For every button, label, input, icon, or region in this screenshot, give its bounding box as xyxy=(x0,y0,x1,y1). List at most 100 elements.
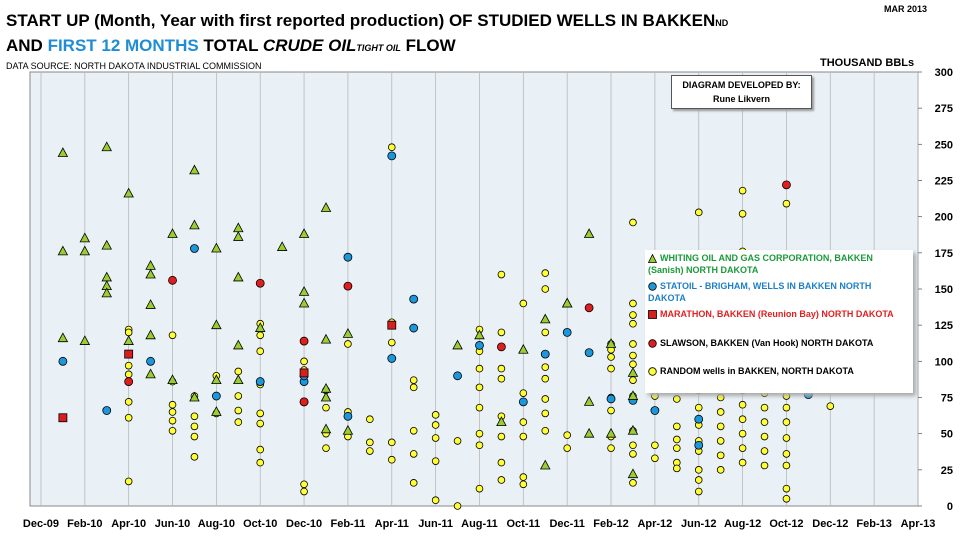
x-tick-label: Feb-13 xyxy=(856,518,891,530)
random-point xyxy=(716,393,725,402)
random-point xyxy=(475,441,484,450)
title-line2-part-e: FLOW xyxy=(400,36,456,55)
whiting-point xyxy=(145,329,156,340)
whiting-point xyxy=(167,374,178,385)
whiting-point xyxy=(496,416,507,426)
whiting-point xyxy=(320,391,332,402)
statoil-point xyxy=(453,371,462,381)
random-point xyxy=(475,383,484,392)
random-point xyxy=(782,392,791,400)
credit-label: DIAGRAM DEVELOPED BY: xyxy=(682,80,801,90)
random-point xyxy=(629,479,637,487)
x-tick-label: Oct-10 xyxy=(243,518,277,530)
slawson-point xyxy=(124,377,134,386)
whiting-point xyxy=(298,297,310,308)
statoil-point xyxy=(190,244,199,253)
y-tick-label: 175 xyxy=(935,248,953,260)
title-line2-part-a: AND xyxy=(6,36,48,55)
title-line1-text: START UP (Month, Year with first reporte… xyxy=(6,11,716,30)
random-point xyxy=(256,347,265,356)
marathon-point xyxy=(299,368,309,378)
random-point xyxy=(409,383,418,392)
random-point xyxy=(782,418,791,426)
random-point xyxy=(716,466,725,474)
random-point xyxy=(716,437,725,445)
random-point xyxy=(497,374,506,383)
whiting-point xyxy=(211,242,222,253)
whiting-point xyxy=(233,231,244,241)
random-point xyxy=(782,434,791,442)
random-point xyxy=(694,208,703,217)
whiting-point xyxy=(539,313,551,324)
random-point xyxy=(475,364,484,373)
whiting-point xyxy=(583,427,595,438)
random-point xyxy=(497,458,506,467)
random-point xyxy=(651,441,659,450)
random-point xyxy=(409,479,418,487)
random-point xyxy=(519,480,528,489)
random-point xyxy=(322,403,330,412)
marathon-point xyxy=(58,413,68,423)
random-point xyxy=(738,186,747,195)
random-point xyxy=(760,418,769,426)
slawson-point xyxy=(255,278,265,288)
random-point xyxy=(607,353,615,361)
y-axis-unit-label: THOUSAND BBLs xyxy=(820,57,915,69)
whiting-point xyxy=(189,391,200,402)
statoil-point xyxy=(562,327,572,337)
random-point xyxy=(124,413,133,422)
y-tick-label: 275 xyxy=(935,103,953,115)
random-point xyxy=(782,450,791,458)
whiting-point xyxy=(583,228,595,238)
random-point xyxy=(519,299,528,308)
whiting-point xyxy=(233,339,244,350)
random-point xyxy=(629,299,637,308)
slawson-point xyxy=(168,275,177,285)
whiting-point xyxy=(254,322,266,332)
y-tick-label: 125 xyxy=(935,320,953,332)
random-point xyxy=(607,406,615,415)
random-point xyxy=(782,199,791,208)
random-point xyxy=(826,402,835,410)
random-point xyxy=(431,496,440,505)
random-point xyxy=(168,400,177,409)
x-tick-label: Dec-12 xyxy=(812,518,848,530)
x-tick-label: Feb-11 xyxy=(330,518,365,530)
random-point xyxy=(541,363,550,371)
whiting-point xyxy=(145,299,156,309)
report-date: MAR 2013 xyxy=(884,4,928,14)
chart-title-line2: AND FIRST 12 MONTHS TOTAL CRUDE OILTIGHT… xyxy=(6,36,456,56)
x-tick-label: Dec-09 xyxy=(23,518,59,530)
legend-item-slawson: SLAWSON, BAKKEN (Van Hook) NORTH DAKOTA xyxy=(648,337,910,349)
random-point xyxy=(475,403,484,412)
random-point xyxy=(760,432,769,441)
random-point xyxy=(124,328,133,337)
whiting-point xyxy=(101,141,113,152)
whiting-point xyxy=(189,219,200,230)
whiting-point xyxy=(342,424,354,435)
random-point xyxy=(716,451,725,460)
whiting-point xyxy=(211,374,222,385)
whiting-point xyxy=(627,424,639,435)
random-point xyxy=(168,331,177,340)
random-point xyxy=(541,328,550,337)
random-point xyxy=(541,374,550,383)
data-source: DATA SOURCE: NORTH DAKOTA INDUSTRIAL COM… xyxy=(6,61,262,71)
whiting-point xyxy=(211,319,222,330)
statoil-point xyxy=(211,391,221,401)
random-point xyxy=(409,426,418,435)
random-point xyxy=(694,466,703,474)
random-point xyxy=(629,311,637,319)
title-line2-subscript: TIGHT OIL xyxy=(356,43,401,53)
y-tick-label: 100 xyxy=(935,356,953,368)
random-point xyxy=(256,445,265,454)
y-tick-label: 250 xyxy=(935,139,953,151)
legend-item-statoil: STATOIL - BRIGHAM, WELLS IN BAKKEN NORTH… xyxy=(648,280,910,304)
slawson-point xyxy=(782,180,791,190)
random-point xyxy=(629,218,637,227)
random-point xyxy=(168,426,177,435)
whiting-point xyxy=(145,268,156,279)
random-point xyxy=(431,421,440,429)
random-point xyxy=(300,357,308,366)
random-point xyxy=(256,419,265,428)
